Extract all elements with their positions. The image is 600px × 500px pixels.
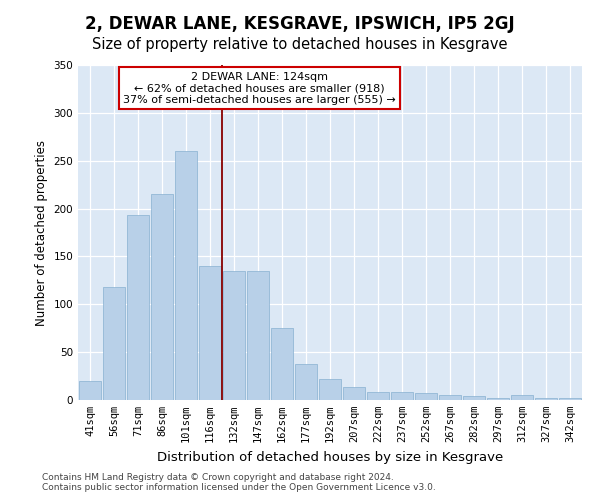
Bar [199,266,221,400]
Bar [271,328,293,400]
Bar [487,398,509,400]
Bar [295,364,317,400]
Text: 2, DEWAR LANE, KESGRAVE, IPSWICH, IP5 2GJ: 2, DEWAR LANE, KESGRAVE, IPSWICH, IP5 2G… [85,15,515,33]
Bar [439,395,461,400]
Bar [247,271,269,400]
Bar [223,271,245,400]
Bar [535,398,557,400]
Bar [559,398,581,400]
Bar [319,379,341,400]
Bar [103,287,125,400]
Bar [367,392,389,400]
Bar [415,394,437,400]
Bar [343,386,365,400]
Bar [391,392,413,400]
Bar [511,395,533,400]
Text: Size of property relative to detached houses in Kesgrave: Size of property relative to detached ho… [92,38,508,52]
Y-axis label: Number of detached properties: Number of detached properties [35,140,48,326]
Bar [151,194,173,400]
X-axis label: Distribution of detached houses by size in Kesgrave: Distribution of detached houses by size … [157,450,503,464]
Bar [463,396,485,400]
Bar [127,216,149,400]
Text: Contains HM Land Registry data © Crown copyright and database right 2024.
Contai: Contains HM Land Registry data © Crown c… [42,473,436,492]
Text: 2 DEWAR LANE: 124sqm
← 62% of detached houses are smaller (918)
37% of semi-deta: 2 DEWAR LANE: 124sqm ← 62% of detached h… [123,72,396,105]
Bar [175,151,197,400]
Bar [79,381,101,400]
